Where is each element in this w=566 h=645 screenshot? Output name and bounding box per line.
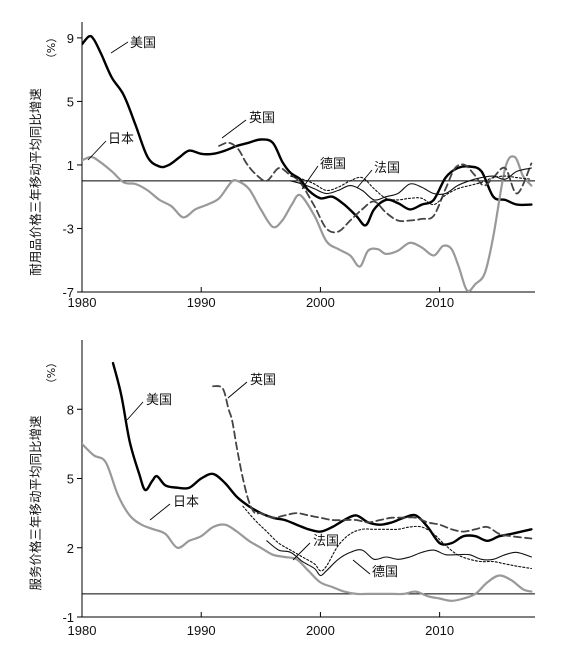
- annotation-leader: [301, 165, 319, 190]
- y-tick-label: -7: [62, 285, 74, 300]
- y-tick-label: 8: [67, 402, 74, 417]
- x-tick-label: 1990: [187, 295, 216, 310]
- series-line-日本: [82, 155, 533, 292]
- y-tick-label: 5: [67, 94, 74, 109]
- x-tick-label: 1980: [68, 295, 97, 310]
- series-line-日本: [82, 442, 533, 602]
- annotation-label: 美国: [146, 393, 172, 408]
- series-line-法国: [290, 175, 532, 206]
- series-line-德国: [266, 540, 532, 577]
- annotation-label: 法国: [374, 161, 400, 176]
- y-tick-label: 1: [67, 158, 74, 173]
- y-tick-label: -1: [62, 610, 74, 625]
- y-tick-label: 5: [67, 472, 74, 487]
- annotation-leader: [292, 542, 311, 561]
- annotation-label: 德国: [372, 565, 398, 580]
- annotation-label: 法国: [313, 534, 339, 549]
- annotation-leader: [126, 401, 144, 421]
- series-group: [82, 34, 533, 292]
- series-line-美国: [111, 361, 533, 546]
- x-tick-label: 2010: [425, 623, 454, 638]
- x-tick-label: 1990: [187, 623, 216, 638]
- series-line-德国: [290, 167, 532, 201]
- unit-label: （%）: [45, 32, 58, 64]
- series-line-英国: [218, 141, 533, 234]
- annotation-leader: [221, 119, 247, 139]
- annotation-leader: [356, 169, 373, 189]
- y-tick-label: -3: [62, 221, 74, 236]
- annotation-label: 美国: [130, 36, 156, 51]
- y-axis-label: 耐用品价格三年移动平均同比增速: [28, 88, 43, 276]
- y-axis-label: 服务价格三年移动平均同比增速: [28, 415, 43, 591]
- annotation-label: 德国: [320, 157, 346, 172]
- annotation-label: 英国: [249, 111, 275, 126]
- x-tick-label: 2000: [306, 623, 335, 638]
- annotation-leader: [352, 559, 371, 575]
- series-line-英国: [212, 385, 533, 540]
- annotation-label: 日本: [108, 132, 134, 147]
- annotation-leader: [87, 140, 107, 161]
- y-tick-label: 2: [67, 541, 74, 556]
- x-tick-label: 2010: [425, 295, 454, 310]
- annotation-leader: [227, 381, 248, 399]
- unit-label: （%）: [45, 357, 58, 389]
- annotation-label: 英国: [250, 373, 276, 388]
- x-tick-label: 1980: [68, 623, 97, 638]
- series-group: [82, 361, 533, 602]
- y-tick-label: 9: [67, 31, 74, 46]
- annotation-leader: [110, 41, 129, 54]
- series-line-法国: [242, 505, 532, 572]
- x-tick-label: 2000: [306, 295, 335, 310]
- series-line-美国: [82, 34, 533, 227]
- annotation-leader: [149, 503, 171, 521]
- annotation-label: 日本: [173, 495, 199, 510]
